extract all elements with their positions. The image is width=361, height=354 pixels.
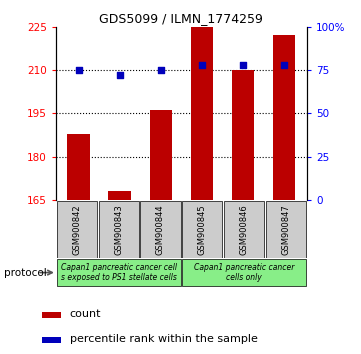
Title: GDS5099 / ILMN_1774259: GDS5099 / ILMN_1774259: [100, 12, 263, 25]
Text: count: count: [70, 309, 101, 319]
Text: GSM900842: GSM900842: [72, 204, 81, 255]
Bar: [182, 201, 222, 258]
Bar: [42, 337, 61, 343]
Bar: [57, 259, 180, 286]
Text: GSM900844: GSM900844: [156, 204, 165, 255]
Point: [240, 62, 246, 68]
Text: GSM900846: GSM900846: [240, 204, 249, 255]
Text: GSM900847: GSM900847: [282, 204, 291, 255]
Text: protocol: protocol: [4, 268, 46, 278]
Text: GSM900845: GSM900845: [198, 204, 207, 255]
Bar: [191, 27, 213, 200]
Text: GSM900843: GSM900843: [114, 204, 123, 255]
Bar: [99, 201, 139, 258]
Bar: [42, 312, 61, 318]
Bar: [224, 201, 264, 258]
Point: [281, 62, 287, 68]
Bar: [232, 70, 255, 200]
Text: Capan1 pancreatic cancer
cells only: Capan1 pancreatic cancer cells only: [194, 263, 294, 282]
Bar: [68, 133, 90, 200]
Bar: [266, 201, 306, 258]
Bar: [140, 201, 180, 258]
Point: [76, 67, 82, 73]
Point: [199, 62, 205, 68]
Bar: [149, 110, 172, 200]
Bar: [273, 35, 295, 200]
Point: [158, 67, 164, 73]
Text: Capan1 pancreatic cancer cell
s exposed to PS1 stellate cells: Capan1 pancreatic cancer cell s exposed …: [61, 263, 177, 282]
Text: percentile rank within the sample: percentile rank within the sample: [70, 334, 258, 344]
Point: [117, 72, 123, 78]
Bar: [57, 201, 97, 258]
Bar: [108, 191, 131, 200]
Bar: [182, 259, 306, 286]
